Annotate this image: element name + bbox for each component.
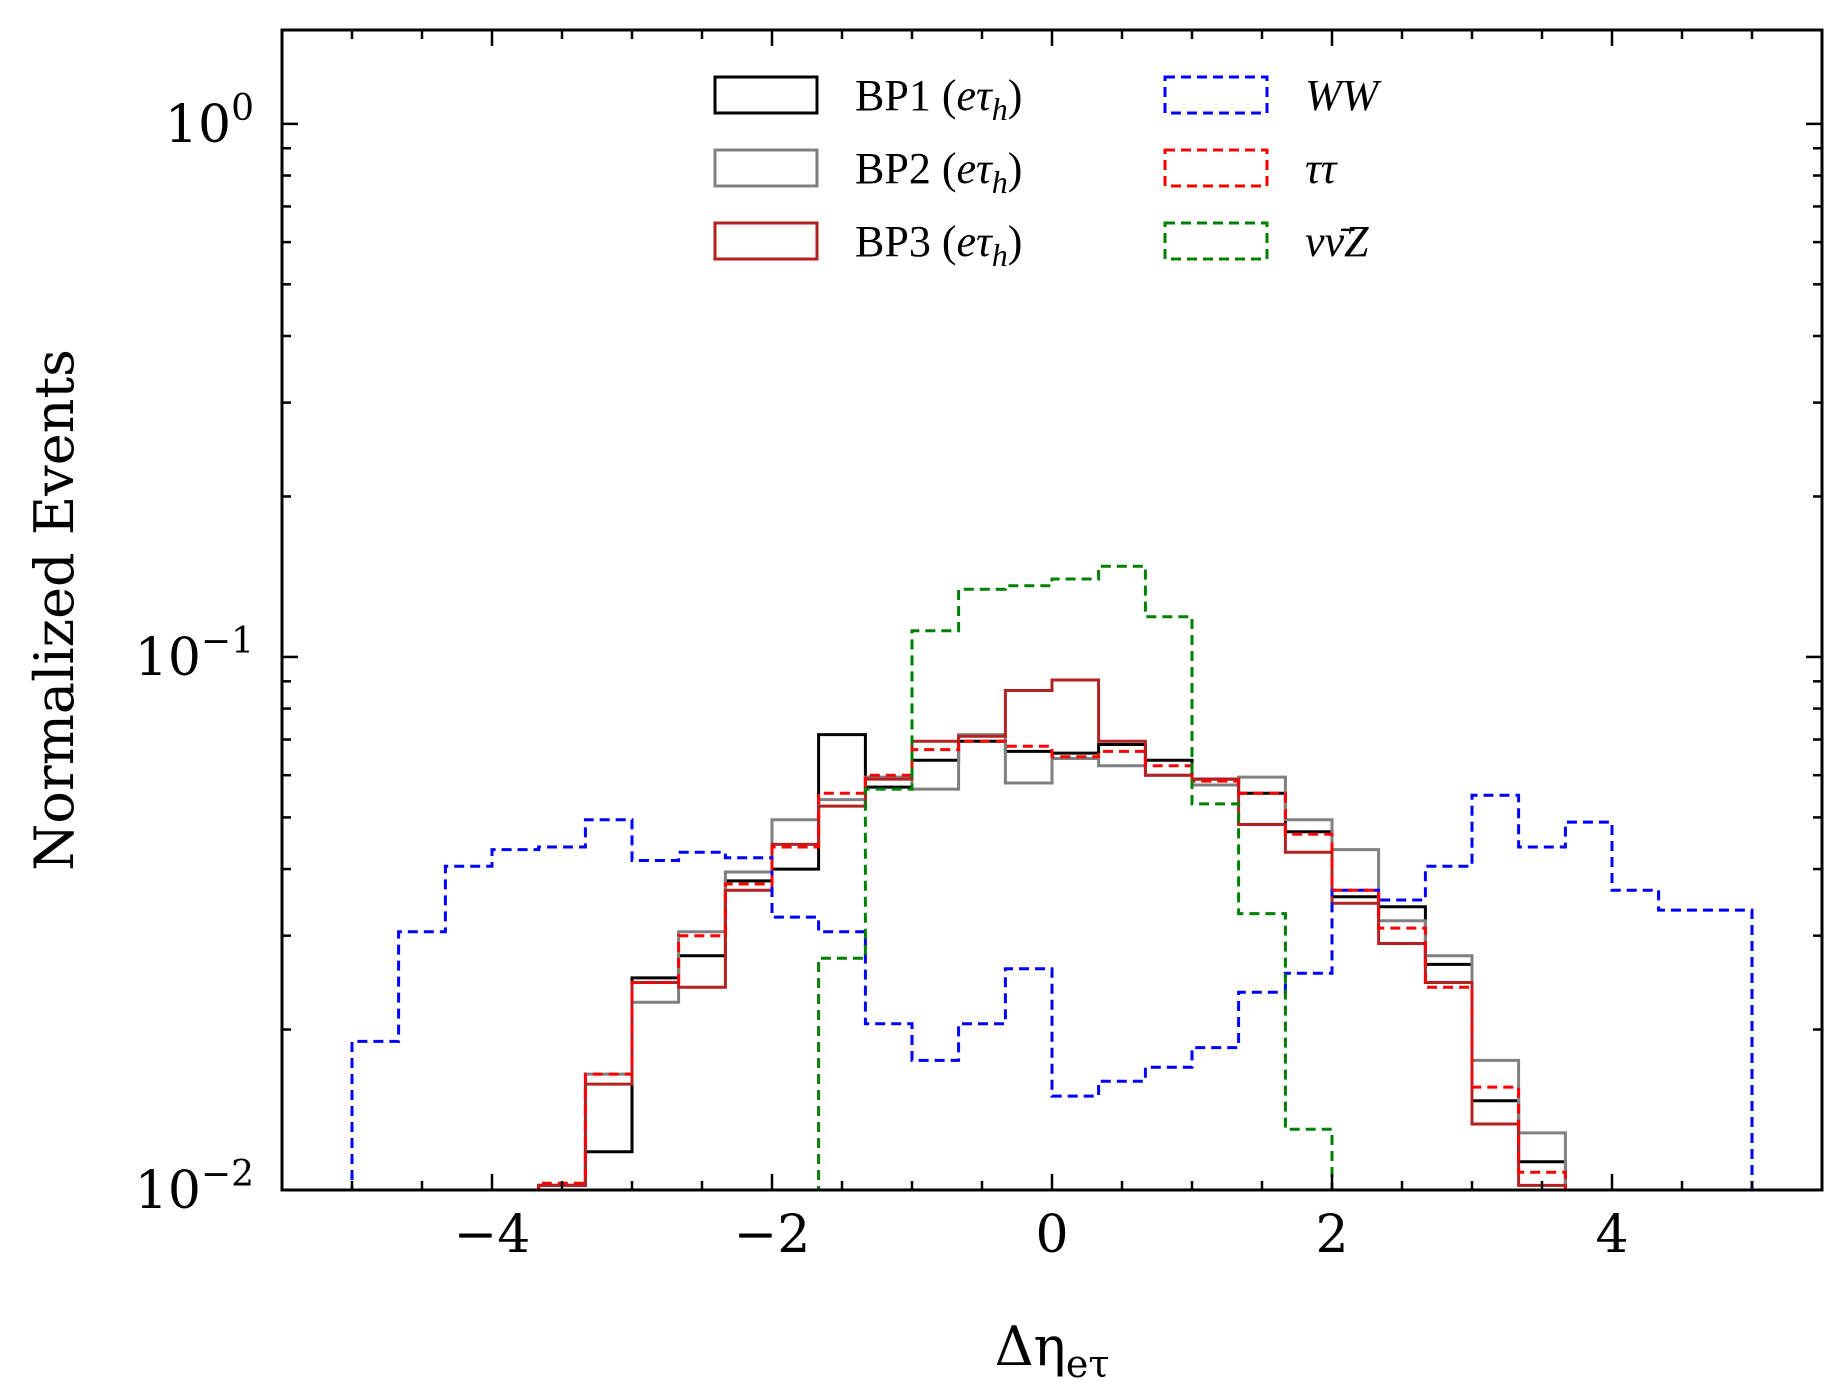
x-tick-label: 2 <box>1315 1205 1348 1265</box>
series-layer <box>350 564 1754 1190</box>
series-5 <box>817 564 1334 1190</box>
series-4-step <box>537 739 1567 1190</box>
y-tick-label-base: 10 <box>135 628 201 688</box>
legend-label-subscript: h <box>992 164 1008 200</box>
series-3-step <box>350 793 1754 1190</box>
legend-label-subscript: h <box>992 237 1008 273</box>
y-tick-label-exponent: −1 <box>201 621 254 662</box>
plot-frame <box>280 28 1824 1192</box>
y-tick-label-base: 10 <box>135 1161 201 1221</box>
series-5-step <box>817 564 1334 1190</box>
legend-label-text: BP1 ( <box>855 71 956 120</box>
x-axis-title-subscript: eτ <box>1066 1342 1110 1386</box>
series-2-step <box>537 678 1567 1190</box>
legend-swatch <box>1163 75 1269 115</box>
legend-label-text: ττ <box>1305 144 1339 193</box>
legend-label-symbol: eτ <box>956 71 994 120</box>
legend-item-0: BP1 (eτh) <box>713 71 1022 127</box>
series-1 <box>537 733 1567 1190</box>
legend-label: BP2 (eτh) <box>855 144 1022 200</box>
legend-label: ττ <box>1305 144 1339 193</box>
legend-item-2: BP3 (eτh) <box>713 217 1022 273</box>
y-tick-label: 100 <box>165 88 254 155</box>
x-axis-title: Δηeτ <box>995 1315 1110 1386</box>
y-tick-label-exponent: 0 <box>231 88 254 129</box>
legend-swatch <box>713 75 819 115</box>
x-tick-label: −2 <box>734 1205 811 1265</box>
x-axis-title-main: Δη <box>995 1315 1066 1378</box>
legend-label-close: ) <box>1008 217 1023 266</box>
legend-item-1: BP2 (eτh) <box>713 144 1022 200</box>
y-tick-label: 10−2 <box>135 1154 254 1221</box>
legend-label-subscript: h <box>992 91 1008 127</box>
x-tick-label: −4 <box>454 1205 531 1265</box>
legend-label-text: BP2 ( <box>855 144 956 193</box>
legend-swatch <box>1163 221 1269 261</box>
legend-label: νν̄Z <box>1305 217 1369 266</box>
legend-label-text: BP3 ( <box>855 217 956 266</box>
legend-label: WW <box>1305 71 1382 120</box>
legend-item-3: WW <box>1163 71 1382 120</box>
x-tick-label: 4 <box>1595 1205 1628 1265</box>
legend-item-4: ττ <box>1163 144 1339 193</box>
y-tick-label-exponent: −2 <box>201 1154 254 1195</box>
y-axis-title: Normalized Events <box>23 349 86 871</box>
legend-label-close: ) <box>1008 71 1023 120</box>
y-tick-label-base: 10 <box>165 95 231 155</box>
legend-label-symbol: eτ <box>956 144 994 193</box>
legend-label-text: WW <box>1305 71 1382 120</box>
series-4 <box>537 739 1567 1190</box>
legend-label: BP3 (eτh) <box>855 217 1022 273</box>
legend-item-5: νν̄Z <box>1163 217 1369 266</box>
y-tick-label: 10−1 <box>135 621 254 688</box>
legend-label-close: ) <box>1008 144 1023 193</box>
series-1-step <box>537 733 1567 1190</box>
series-2 <box>537 678 1567 1190</box>
x-tick-label: 0 <box>1035 1205 1068 1265</box>
legend-swatch <box>713 148 819 188</box>
legend-label-symbol: eτ <box>956 217 994 266</box>
legend-swatch <box>1163 148 1269 188</box>
series-3 <box>350 793 1754 1190</box>
legend-label-text: νν̄Z <box>1305 217 1369 266</box>
legend-swatch <box>713 221 819 261</box>
legend-label: BP1 (eτh) <box>855 71 1022 127</box>
